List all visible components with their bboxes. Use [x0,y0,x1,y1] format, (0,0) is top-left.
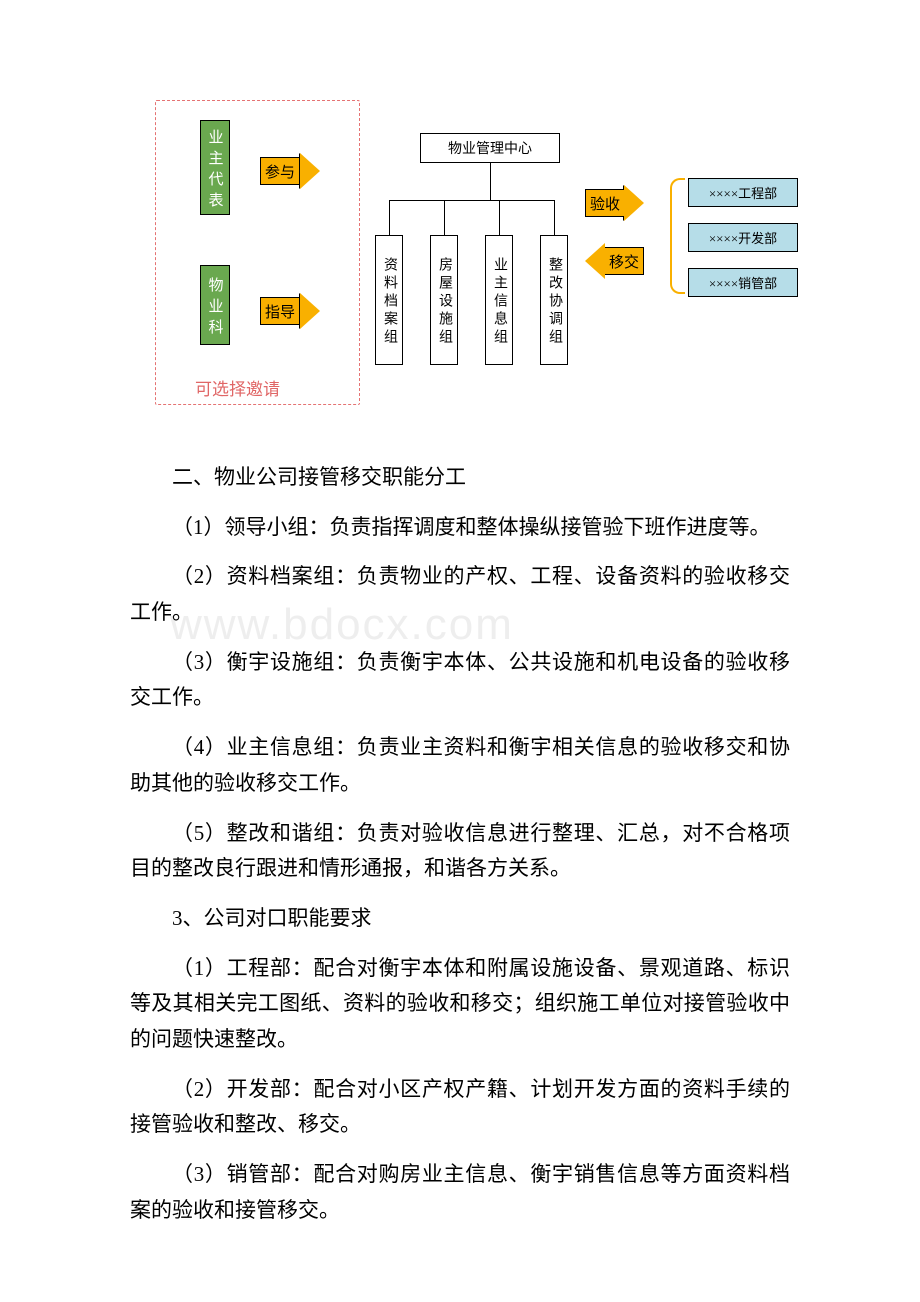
paragraph: （2）开发部：配合对小区产权产籍、计划开发方面的资料手续的接管验收和整改、移交。 [130,1072,790,1143]
dept-box: ××××工程部 [688,178,798,207]
paragraph: （3）销管部：配合对购房业主信息、衡宇销售信息等方面资料档案的验收和接管移交。 [130,1157,790,1228]
group-box: 资料档案组 [375,235,403,365]
property-dept-box: 物业科 [200,265,230,345]
optional-invite-label: 可选择邀请 [195,375,280,400]
participate-arrow: 参与 [260,153,320,189]
accept-label: 验收 [585,189,624,217]
arrow-icon [300,293,320,329]
connector-line [389,200,555,201]
group-box: 整改协调组 [540,235,568,365]
section-heading: 3、公司对口职能要求 [130,901,790,937]
connector-line [554,200,555,235]
paragraph: （4）业主信息组：负责业主资料和衡宇相关信息的验收移交和协助其他的验收移交工作。 [130,730,790,801]
paragraph: （1）工程部：配合对衡宇本体和附属设施设备、景观道路、标识等及其相关完工图纸、资… [130,951,790,1058]
accept-arrow: 验收 [585,185,644,221]
connector-line [444,200,445,235]
handover-arrow: 移交 [585,243,644,279]
handover-label: 移交 [605,247,644,275]
guide-label: 指导 [260,297,300,325]
optional-invite-box [155,100,360,405]
arrow-icon [585,243,605,279]
document-body: 二、物业公司接管移交职能分工 （1）领导小组：负责指挥调度和整体操纵接管验下班作… [130,460,790,1242]
paragraph: （2）资料档案组：负责物业的产权、工程、设备资料的验收移交工作。 [130,559,790,630]
connector-line [389,200,390,235]
section-heading: 二、物业公司接管移交职能分工 [130,460,790,496]
owner-rep-box: 业主代表 [200,120,230,215]
guide-arrow: 指导 [260,293,320,329]
dept-box: ××××销管部 [688,268,798,297]
group-box: 房屋设施组 [430,235,458,365]
group-box: 业主信息组 [485,235,513,365]
participate-label: 参与 [260,157,300,185]
paragraph: （3）衡宇设施组：负责衡宇本体、公共设施和机电设备的验收移交工作。 [130,645,790,716]
connector-line [499,200,500,235]
paragraph: （5）整改和谐组：负责对验收信息进行整理、汇总，对不合格项目的整改良行跟进和情形… [130,816,790,887]
arrow-icon [300,153,320,189]
arrow-icon [624,185,644,221]
dept-bracket [670,178,685,294]
org-diagram: 业主代表 物业科 参与 指导 可选择邀请 物业管理中心 资料档案组 房屋设施组 … [145,100,845,420]
dept-box: ××××开发部 [688,223,798,252]
org-center-box: 物业管理中心 [420,133,560,163]
paragraph: （1）领导小组：负责指挥调度和整体操纵接管验下班作进度等。 [130,510,790,546]
connector-line [490,163,491,200]
